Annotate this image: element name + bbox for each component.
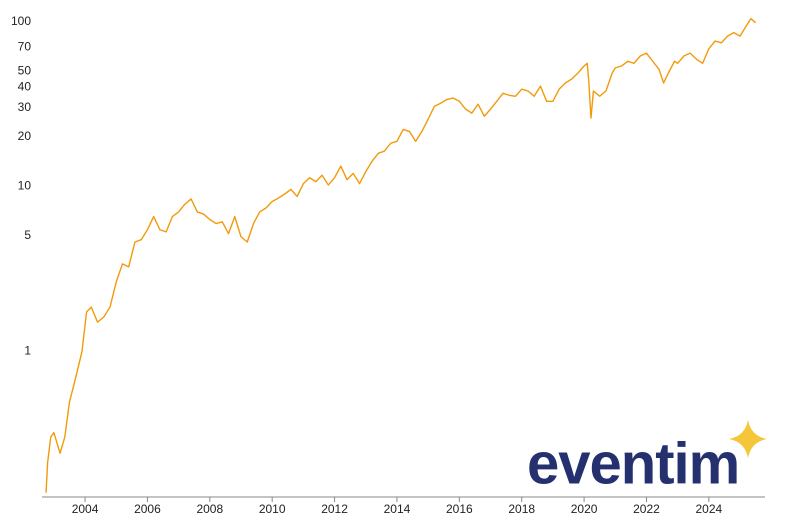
x-tick-label: 2006 [134,502,161,516]
y-tick-label: 40 [18,80,32,94]
x-tick-label: 2004 [72,502,99,516]
y-tick-label: 20 [18,129,32,143]
x-tick-label: 2008 [196,502,223,516]
x-tick-label: 2010 [259,502,286,516]
price-line [45,17,757,493]
x-tick-label: 2014 [384,502,411,516]
x-tick-label: 2018 [508,502,535,516]
y-tick-label: 100 [11,14,31,28]
x-tick-label: 2016 [446,502,473,516]
x-tick-label: 2012 [321,502,348,516]
y-tick-label: 5 [24,228,31,242]
x-tick-label: 2022 [633,502,660,516]
x-tick-label: 2024 [696,502,723,516]
y-tick-label: 1 [24,343,31,357]
y-tick-label: 30 [18,100,32,114]
y-tick-label: 70 [18,39,32,53]
logo-star [729,420,767,458]
logo: eventim [527,431,739,496]
y-tick-label: 50 [18,64,32,78]
logo-background [520,420,780,495]
x-tick-label: 2020 [571,502,598,516]
y-tick-label: 10 [18,179,32,193]
